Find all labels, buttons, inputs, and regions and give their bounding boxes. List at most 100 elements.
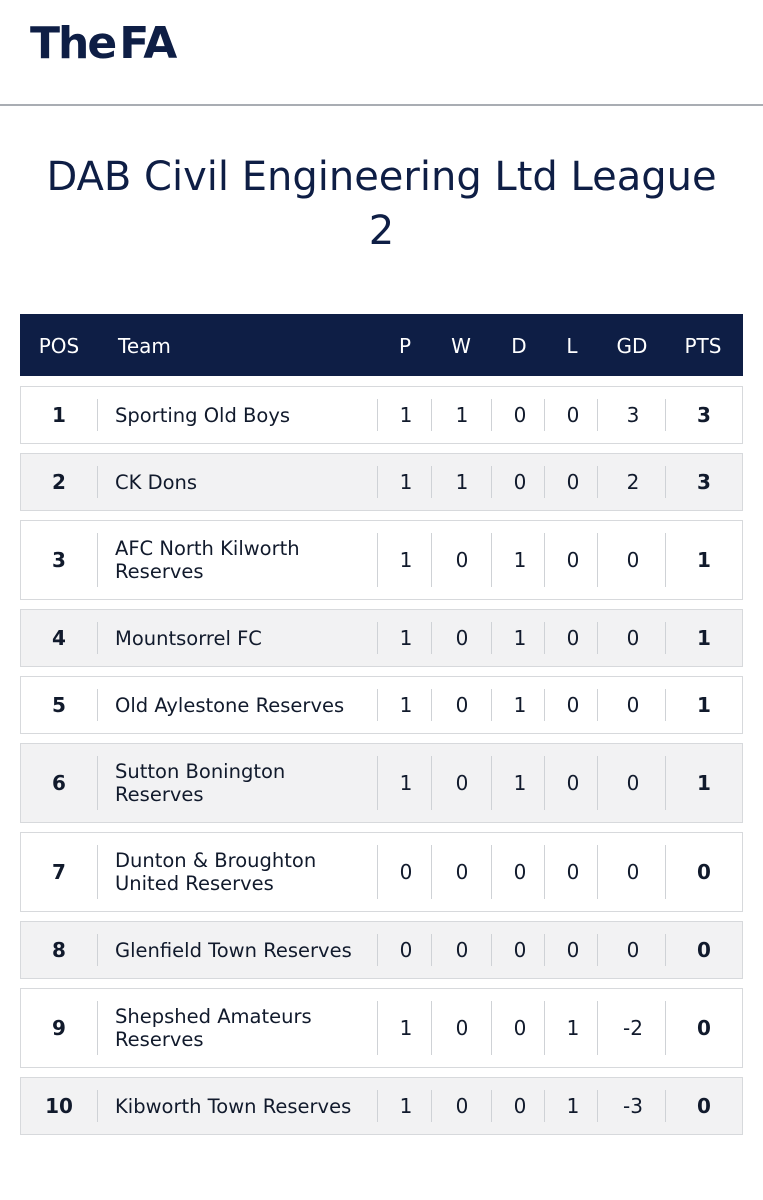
- table-row[interactable]: 3 AFC North Kilworth Reserves 1 0 1 0 0 1: [20, 520, 743, 600]
- row-pts: 3: [697, 470, 711, 494]
- column-divider: [431, 845, 432, 899]
- row-pts: 0: [697, 938, 711, 962]
- row-p: 0: [399, 860, 413, 884]
- row-team-name[interactable]: Dunton & Broughton United Reserves: [115, 849, 317, 895]
- column-divider: [97, 845, 98, 899]
- logo-text-fa: FA: [119, 18, 177, 69]
- column-header-team[interactable]: Team: [118, 334, 171, 358]
- column-divider: [597, 1090, 598, 1122]
- row-l: 1: [566, 1094, 580, 1118]
- column-divider: [431, 622, 432, 654]
- row-team-name[interactable]: Kibworth Town Reserves: [115, 1094, 352, 1118]
- row-d: 0: [513, 860, 527, 884]
- column-header-gd[interactable]: GD: [616, 334, 648, 358]
- column-divider: [665, 1001, 666, 1055]
- row-gd: 0: [626, 860, 640, 884]
- column-divider: [544, 622, 545, 654]
- column-header-p[interactable]: P: [398, 334, 412, 358]
- column-header-w[interactable]: W: [451, 334, 471, 358]
- site-header: TheFA: [0, 0, 763, 106]
- table-row[interactable]: 7 Dunton & Broughton United Reserves 0 0 0 0 0…: [20, 832, 743, 912]
- page-title: DAB Civil Engineering Ltd League 2: [0, 150, 763, 258]
- table-row[interactable]: 5 Old Aylestone Reserves 1 0 1 0 0 1: [20, 676, 743, 734]
- column-divider: [491, 466, 492, 498]
- column-divider: [97, 533, 98, 587]
- row-w: 0: [455, 860, 469, 884]
- column-divider: [431, 689, 432, 721]
- row-p: 0: [399, 938, 413, 962]
- row-team-name[interactable]: Old Aylestone Reserves: [115, 693, 345, 717]
- column-divider: [431, 1090, 432, 1122]
- column-divider: [544, 466, 545, 498]
- row-team-name[interactable]: Sutton Bonington Reserves: [115, 760, 286, 806]
- column-divider: [97, 756, 98, 810]
- row-w: 0: [455, 938, 469, 962]
- column-divider: [544, 756, 545, 810]
- row-p: 1: [399, 693, 413, 717]
- column-header-l[interactable]: L: [566, 334, 578, 358]
- row-d: 1: [513, 771, 527, 795]
- column-header-d[interactable]: D: [511, 334, 527, 358]
- column-divider: [544, 399, 545, 431]
- column-divider: [597, 934, 598, 966]
- row-gd: -2: [623, 1016, 643, 1040]
- column-divider: [97, 622, 98, 654]
- column-divider: [97, 399, 98, 431]
- column-divider: [665, 399, 666, 431]
- column-divider: [377, 934, 378, 966]
- row-pts: 0: [697, 1016, 711, 1040]
- column-divider: [431, 466, 432, 498]
- page-title-line-2: 2: [368, 208, 395, 254]
- row-w: 0: [455, 693, 469, 717]
- row-team-name[interactable]: Glenfield Town Reserves: [115, 938, 352, 962]
- table-row[interactable]: 6 Sutton Bonington Reserves 1 0 1 0 0 1: [20, 743, 743, 823]
- table-row[interactable]: 10 Kibworth Town Reserves 1 0 0 1 -3 0: [20, 1077, 743, 1135]
- table-row[interactable]: 4 Mountsorrel FC 1 0 1 0 0 1: [20, 609, 743, 667]
- column-divider: [597, 399, 598, 431]
- table-row[interactable]: 1 Sporting Old Boys 1 1 0 0 3 3: [20, 386, 743, 444]
- column-divider: [665, 466, 666, 498]
- row-team-name[interactable]: CK Dons: [115, 470, 198, 494]
- column-divider: [597, 533, 598, 587]
- row-d: 0: [513, 938, 527, 962]
- column-divider: [597, 466, 598, 498]
- row-gd: 2: [626, 470, 640, 494]
- row-position: 6: [52, 771, 66, 795]
- row-pts: 0: [697, 860, 711, 884]
- row-team-name[interactable]: Sporting Old Boys: [115, 403, 291, 427]
- row-gd: 0: [626, 938, 640, 962]
- column-divider: [377, 1001, 378, 1055]
- column-header-pts[interactable]: PTS: [684, 334, 722, 358]
- table-row[interactable]: 8 Glenfield Town Reserves 0 0 0 0 0 0: [20, 921, 743, 979]
- the-fa-logo[interactable]: TheFA: [30, 18, 177, 70]
- row-gd: 0: [626, 548, 640, 572]
- row-gd: 0: [626, 771, 640, 795]
- column-divider: [597, 689, 598, 721]
- row-d: 0: [513, 470, 527, 494]
- row-l: 1: [566, 1016, 580, 1040]
- row-w: 1: [455, 403, 469, 427]
- row-w: 0: [455, 771, 469, 795]
- row-position: 3: [52, 548, 66, 572]
- column-divider: [544, 689, 545, 721]
- column-divider: [97, 934, 98, 966]
- row-w: 0: [455, 1094, 469, 1118]
- league-table: POS Team P W D L GD PTS 1 Sporting Old Bo…: [20, 314, 743, 1135]
- row-team-name[interactable]: Shepshed Amateurs Reserves: [115, 1005, 312, 1051]
- row-d: 1: [513, 548, 527, 572]
- row-pts: 1: [697, 548, 711, 572]
- column-divider: [491, 1090, 492, 1122]
- table-row[interactable]: 2 CK Dons 1 1 0 0 2 3: [20, 453, 743, 511]
- column-divider: [97, 1001, 98, 1055]
- column-divider: [377, 689, 378, 721]
- row-gd: 0: [626, 626, 640, 650]
- row-p: 1: [399, 1094, 413, 1118]
- row-team-name[interactable]: Mountsorrel FC: [115, 626, 262, 650]
- row-team-name[interactable]: AFC North Kilworth Reserves: [115, 537, 300, 583]
- column-header-pos[interactable]: POS: [38, 334, 80, 358]
- column-divider: [97, 689, 98, 721]
- row-w: 0: [455, 626, 469, 650]
- logo-text-the: The: [30, 18, 117, 69]
- row-l: 0: [566, 938, 580, 962]
- table-row[interactable]: 9 Shepshed Amateurs Reserves 1 0 0 1 -2 0: [20, 988, 743, 1068]
